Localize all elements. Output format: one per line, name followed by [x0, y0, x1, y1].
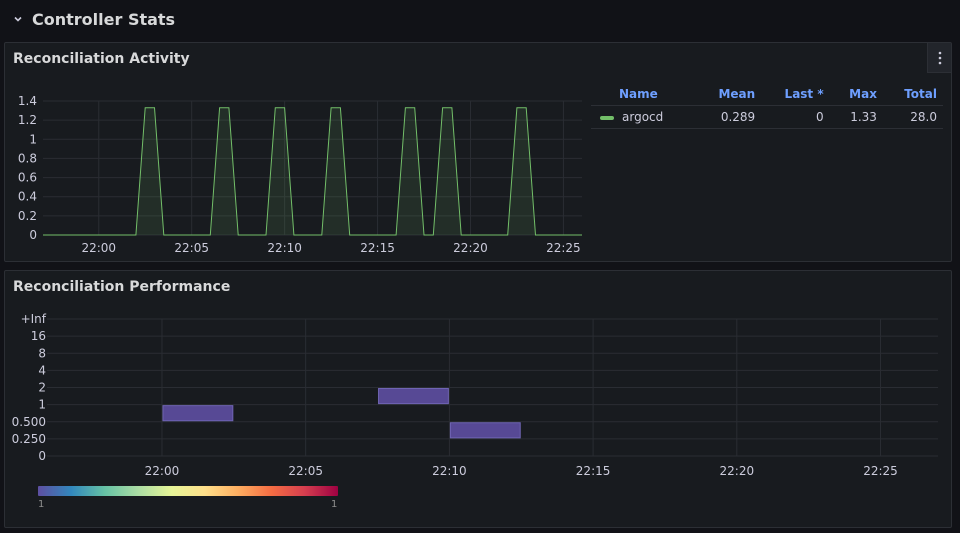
- legend-header-mean[interactable]: Mean: [695, 83, 762, 106]
- y-tick-label: 0: [38, 449, 46, 463]
- color-scale-max-label: 1: [331, 499, 338, 510]
- y-tick-label: 0.250: [12, 432, 46, 446]
- series-color-swatch: [600, 115, 614, 120]
- legend-row[interactable]: argocd 0.289 0 1.33 28.0: [591, 105, 943, 129]
- panel-reconciliation-performance: Reconciliation Performance 0 0.250 0.500 1 2…: [4, 270, 952, 528]
- y-tick-label: +Inf: [21, 312, 47, 326]
- y-tick-label: 4: [38, 363, 46, 377]
- kebab-menu-icon: [938, 51, 941, 64]
- panel-title: Reconciliation Performance: [13, 279, 231, 295]
- x-tick-label: 22:15: [360, 241, 395, 255]
- y-tick-label: 1: [29, 132, 37, 146]
- legend-last-value: 0: [761, 105, 830, 129]
- panel-reconciliation-activity: Reconciliation Activity 0 0.2 0.4 0.6 0.8 1 1.…: [4, 42, 952, 262]
- chevron-down-icon: [14, 16, 22, 22]
- x-tick-label: 22:05: [288, 464, 323, 478]
- heatmap-chart[interactable]: 0 0.250 0.500 1 2 4 8 16 +Inf 22:00 22:05 22:10 22:1…: [5, 311, 951, 511]
- legend-header-total[interactable]: Total: [882, 83, 943, 106]
- y-tick-label: 0: [29, 228, 37, 242]
- y-tick-label: 0.2: [18, 209, 37, 223]
- legend-table: Name Mean Last * Max Total argocd 0.289 …: [591, 83, 943, 129]
- legend-header-name[interactable]: Name: [591, 83, 696, 106]
- y-tick-label: 8: [38, 346, 46, 360]
- legend-header-last[interactable]: Last *: [761, 83, 830, 106]
- x-tick-label: 22:00: [81, 241, 116, 255]
- panel-menu-button[interactable]: [927, 43, 951, 73]
- x-tick-label: 22:25: [863, 464, 898, 478]
- legend-max-value: 1.33: [829, 105, 883, 129]
- x-tick-label: 22:20: [720, 464, 755, 478]
- heatmap-cell: [449, 422, 521, 439]
- y-tick-label: 0.500: [12, 415, 46, 429]
- series-area-argocd: [43, 107, 582, 235]
- x-tick-label: 22:10: [432, 464, 467, 478]
- timeseries-chart[interactable]: 0 0.2 0.4 0.6 0.8 1 1.2 1.4 22:00 22:05 22:10 22:15…: [5, 83, 585, 258]
- y-tick-label: 0.6: [18, 171, 37, 185]
- legend-series-label: argocd: [622, 110, 664, 124]
- row-title: Controller Stats: [32, 9, 176, 29]
- legend-total-value: 28.0: [882, 105, 943, 129]
- panel-title: Reconciliation Activity: [13, 51, 190, 67]
- legend-header-max[interactable]: Max: [829, 83, 883, 106]
- heatmap-cell: [162, 405, 234, 422]
- y-tick-label: 16: [31, 329, 46, 343]
- color-scale-min-label: 1: [38, 499, 45, 510]
- x-tick-label: 22:10: [267, 241, 302, 255]
- x-tick-label: 22:15: [576, 464, 611, 478]
- y-tick-label: 0.4: [18, 190, 37, 204]
- x-tick-label: 22:05: [174, 241, 209, 255]
- row-header[interactable]: Controller Stats: [12, 6, 175, 32]
- y-tick-label: 1: [38, 398, 46, 412]
- y-tick-label: 1.2: [18, 113, 37, 127]
- x-tick-label: 22:20: [453, 241, 488, 255]
- x-tick-label: 22:00: [145, 464, 180, 478]
- heatmap-cell: [378, 388, 449, 405]
- y-tick-label: 2: [38, 381, 46, 395]
- legend-series-name[interactable]: argocd: [591, 105, 696, 129]
- y-tick-label: 0.8: [18, 151, 37, 165]
- y-tick-label: 1.4: [18, 94, 37, 108]
- series-line-argocd: [43, 107, 582, 236]
- color-scale-bar: [38, 486, 338, 496]
- x-tick-label: 22:25: [546, 241, 581, 255]
- legend-mean-value: 0.289: [695, 105, 762, 129]
